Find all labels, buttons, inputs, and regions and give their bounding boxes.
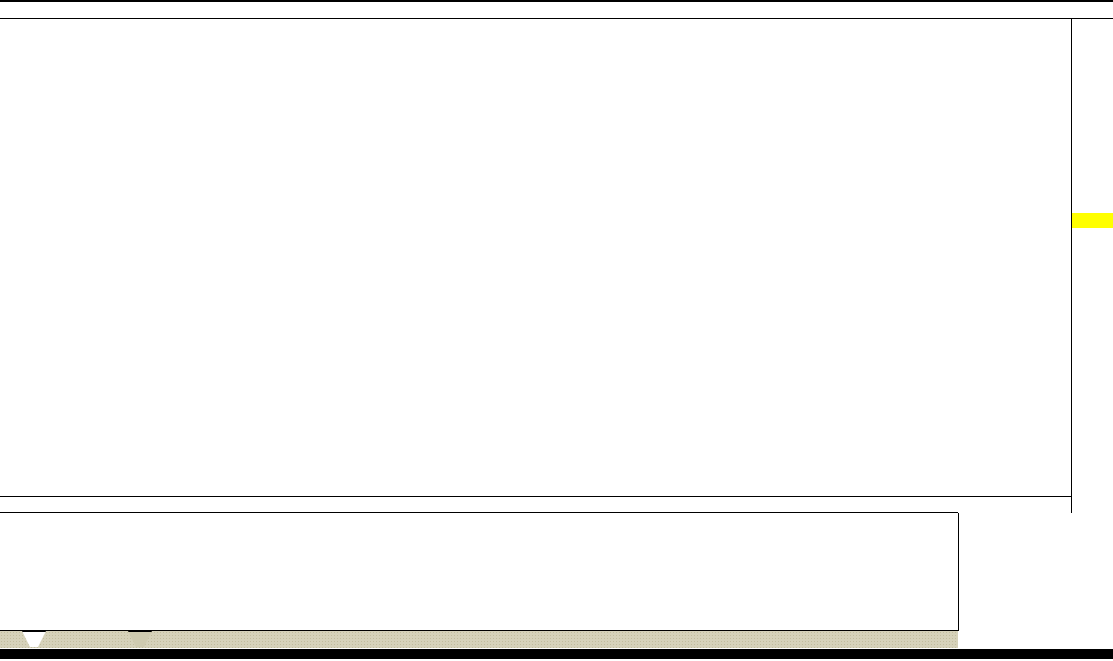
indicator-right-border [958,513,959,631]
bottom-bar [0,649,1113,659]
price-axis-line[interactable] [1071,18,1072,513]
title-separator [0,18,1113,19]
indicator-top-separator [0,512,958,513]
subwindow-tab-strip [0,630,958,648]
chart-date-separator [0,496,1071,497]
window-top-border [0,0,1113,2]
tab-macd[interactable] [22,631,46,647]
chart-title-bar [0,2,1113,18]
tab-stoch[interactable] [128,631,152,647]
current-price-badge [1072,213,1113,228]
